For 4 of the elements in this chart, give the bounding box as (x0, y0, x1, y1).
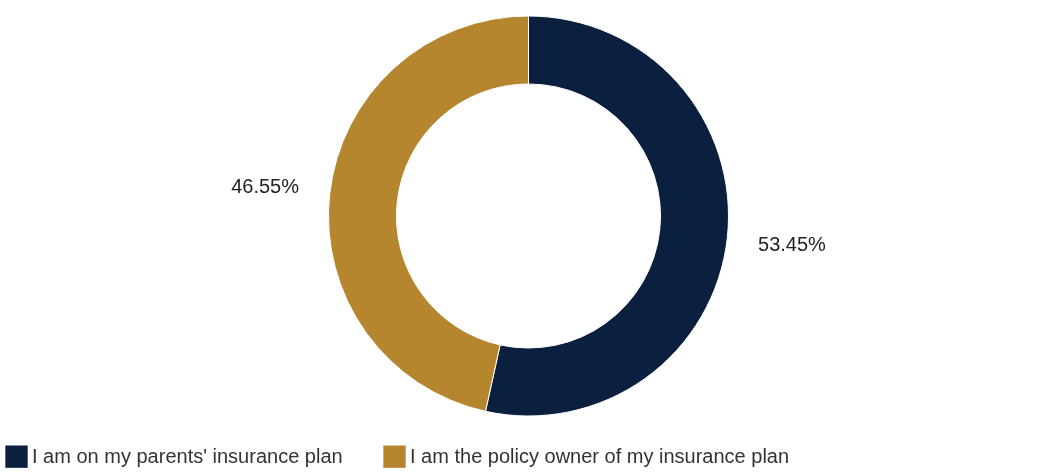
legend-label: I am on my parents' insurance plan (32, 444, 343, 467)
data-label: 46.55% (231, 175, 300, 198)
legend-label: I am the policy owner of my insurance plan (410, 444, 790, 467)
data-label: 53.45% (758, 232, 827, 255)
